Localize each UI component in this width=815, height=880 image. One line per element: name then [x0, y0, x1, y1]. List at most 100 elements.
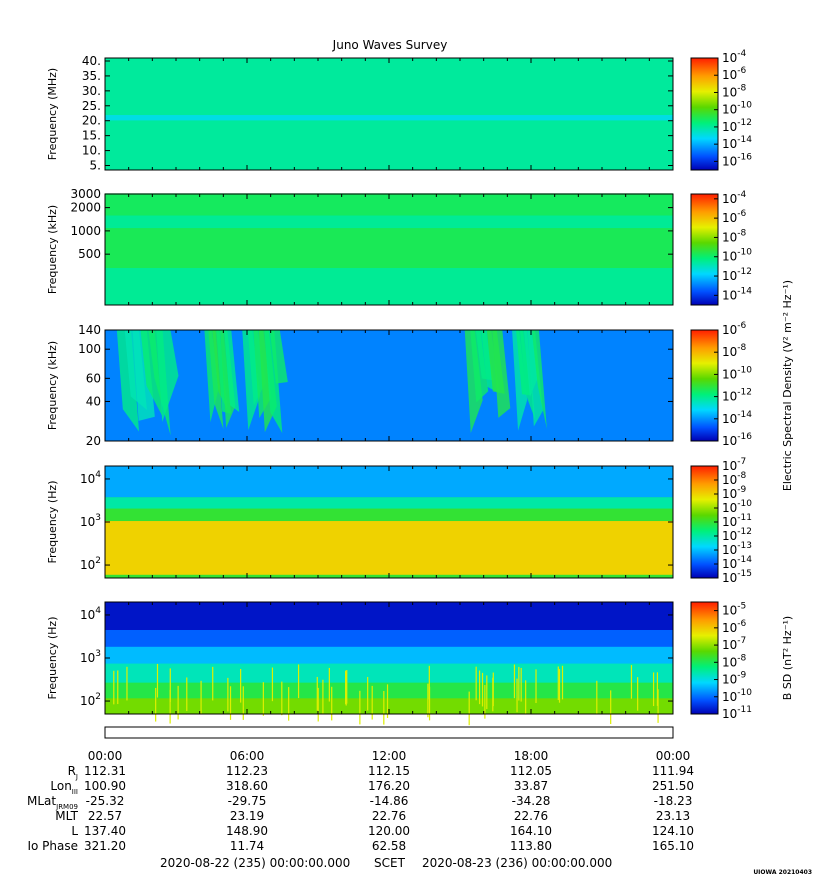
- panel-lfr-high: 20 40 60 100 140 Frequency (kHz): [46, 323, 674, 448]
- radio-burst: [527, 330, 543, 427]
- impulse-streak: [561, 665, 564, 700]
- impulse-streak: [316, 676, 318, 711]
- radio-burst: [132, 330, 155, 421]
- y-tick-label: 20.: [82, 114, 101, 128]
- impulse-streak: [155, 687, 157, 722]
- colorbar-tick-label: 10-12: [722, 527, 752, 543]
- y-axis-label: Frequency (MHz): [46, 68, 59, 160]
- y-tick-label: 5.: [90, 159, 101, 173]
- ephemeris-value: 137.40: [84, 824, 126, 838]
- colorbar-tick-label: 10-7: [722, 457, 746, 473]
- radio-burst: [264, 330, 283, 434]
- radio-burst: [531, 330, 547, 430]
- ephemeris-value: 23.13: [656, 809, 690, 823]
- radio-burst: [116, 330, 140, 432]
- impulse-streak: [227, 677, 229, 712]
- y-tick-label: 104: [80, 606, 101, 622]
- ephemeris-value: 22.76: [514, 809, 548, 823]
- emission-band: [105, 521, 673, 575]
- impulse-streak: [169, 668, 171, 703]
- ephemeris-value: 33.87: [514, 779, 548, 793]
- time-tick-label: 12:00: [372, 749, 407, 763]
- colorbar-tick-label: 10-5: [722, 602, 746, 618]
- colorbar-tick-label: 10-10: [722, 688, 752, 704]
- y-tick-label: 3000: [70, 187, 101, 201]
- impulse-streak: [486, 675, 488, 710]
- y-tick-label: 20: [86, 434, 101, 448]
- colorbar-gradient: [690, 193, 719, 306]
- impulse-streak: [525, 680, 527, 714]
- ephemeris-value: 165.10: [652, 839, 694, 853]
- radio-burst: [470, 330, 489, 403]
- colorbar-tick-label: 10-6: [722, 619, 747, 635]
- impulse-streak: [535, 669, 537, 703]
- impulse-streak: [427, 683, 429, 718]
- impulse-streak: [630, 665, 633, 699]
- impulse-streak: [331, 686, 333, 721]
- y-tick-label: 102: [80, 556, 101, 572]
- colorbar-tick-label: 10-8: [722, 653, 747, 669]
- radio-burst: [224, 330, 240, 412]
- figure-title: Juno Waves Survey: [332, 38, 448, 52]
- impulse-streak: [177, 685, 179, 720]
- colorbar-gradient: [690, 465, 719, 579]
- impulse-streak: [200, 680, 202, 715]
- impulse-streak: [656, 672, 659, 706]
- y-tick-label: 103: [80, 649, 101, 665]
- colorbar-tick-label: 10-6: [722, 66, 747, 82]
- radio-burst: [512, 330, 528, 431]
- ephemeris-value: 164.10: [510, 824, 552, 838]
- ephemeris-value: 22.76: [372, 809, 406, 823]
- impulse-streak: [322, 679, 324, 714]
- y-axis-label: Frequency (kHz): [46, 205, 59, 294]
- scet-end-label: 2020-08-23 (236) 00:00:00.000: [422, 856, 612, 870]
- impulse-streak: [478, 670, 481, 705]
- impulse-streak: [520, 667, 522, 702]
- ephemeris-value: 176.20: [368, 779, 410, 793]
- ephemeris-value: 22.57: [88, 809, 122, 823]
- colorbar-tick-label: 10-13: [722, 541, 752, 557]
- colorbar-tick-label: 10-15: [722, 569, 752, 585]
- impulse-streak: [271, 667, 274, 702]
- impulse-streak: [242, 686, 244, 720]
- y-tick-label: 35.: [82, 69, 101, 83]
- impulse-streak: [317, 687, 319, 722]
- impulse-streak: [468, 691, 470, 726]
- colorbar-label: B SD (nT² Hz⁻¹): [781, 616, 794, 700]
- impulse-streak: [428, 665, 430, 700]
- impulse-streak: [240, 668, 242, 703]
- impulse-streak: [428, 686, 431, 721]
- uiowa-stamp: UIOWA 20210403: [753, 869, 812, 876]
- ephemeris-value: -18.23: [654, 794, 693, 808]
- y-axis-label: Frequency (Hz): [46, 481, 59, 564]
- ephemeris-row-label: Io Phase: [27, 839, 78, 853]
- colorbar-tick-label: 10-8: [722, 228, 747, 244]
- impulse-streak: [297, 664, 300, 699]
- ephemeris-value: 23.19: [230, 809, 264, 823]
- spectral-layer: [105, 663, 673, 684]
- impulse-streak: [281, 681, 283, 716]
- ephemeris-row-label: MLatJRM09: [27, 794, 78, 811]
- y-tick-label: 60: [86, 371, 101, 385]
- emission-band: [105, 115, 673, 121]
- colorbar-tick-label: 10-14: [722, 555, 752, 571]
- impulse-streak: [518, 666, 520, 701]
- y-tick-label: 102: [80, 692, 101, 708]
- panel-magnetic: 102 103 104 Frequency (Hz): [46, 601, 674, 726]
- ephemeris-row-label: RJ: [68, 764, 78, 781]
- ephemeris-value: 11.74: [230, 839, 264, 853]
- colorbar-tick-label: 10-10: [722, 365, 752, 381]
- impulse-streak: [229, 686, 232, 720]
- ephemeris-value: 112.15: [368, 764, 410, 778]
- spectrogram-panels: 5.10.15.20.25.30.35.40. Frequency (MHz) 50…: [46, 54, 674, 726]
- ephemeris-value: 321.20: [84, 839, 126, 853]
- impulse-streak: [383, 691, 385, 725]
- impulse-streak: [156, 663, 159, 698]
- colorbar-tick-label: 10-9: [722, 485, 747, 501]
- impulse-streak: [117, 670, 119, 705]
- ephemeris-value: 148.90: [226, 824, 268, 838]
- colorbar-tick-label: 10-10: [722, 248, 752, 264]
- y-tick-label: 103: [80, 513, 101, 529]
